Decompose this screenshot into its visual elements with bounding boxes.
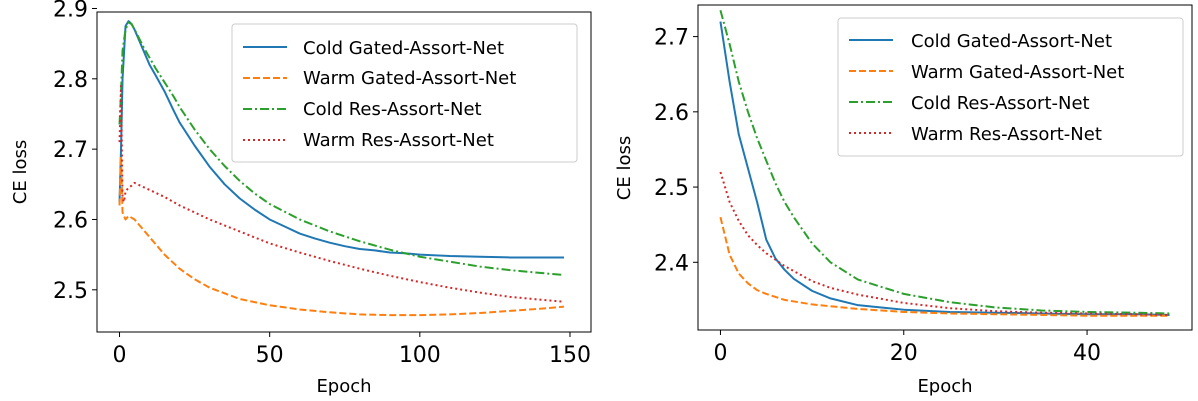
x-tick-label-right-1: 20	[890, 341, 918, 366]
ticks-right: 0 20 40 2.4 2.5 2.6 2.7	[654, 26, 1101, 366]
legend-label-left-3: Warm Res-Assort-Net	[303, 130, 494, 151]
chart-left: 0 50 100 150 2.5 2.6 2.7 2.8 2.9 Epoch CE loss C…	[10, 0, 592, 397]
series-line-right-1	[719, 216, 1170, 317]
legend-label-left-2: Cold Res-Assort-Net	[303, 99, 482, 120]
series-line-left-2	[118, 21, 565, 277]
legend-label-left-1: Warm Gated-Assort-Net	[303, 68, 516, 89]
y-axis-label-left: CE loss	[10, 140, 31, 204]
legend-label-right-2: Cold Res-Assort-Net	[911, 93, 1090, 114]
legend-box-left	[231, 23, 578, 163]
x-axis-label-left: Epoch	[316, 376, 371, 397]
legend-left: Cold Gated-Assort-Net Warm Gated-Assort-…	[231, 23, 578, 163]
y-tick-label-right-0: 2.4	[654, 251, 689, 276]
series-line-left-1	[118, 155, 565, 317]
y-tick-label-left-4: 2.9	[53, 0, 88, 22]
y-tick-label-right-2: 2.6	[654, 101, 689, 126]
legend-label-right-3: Warm Res-Assort-Net	[911, 124, 1102, 145]
legend-label-right-0: Cold Gated-Assort-Net	[911, 31, 1112, 52]
x-tick-label-right-2: 40	[1073, 341, 1101, 366]
y-tick-label-left-3: 2.8	[53, 68, 88, 93]
plot-area-right	[719, 10, 1170, 317]
ticks-left: 0 50 100 150 2.5 2.6 2.7 2.8 2.9	[53, 0, 591, 368]
y-tick-label-left-1: 2.6	[53, 208, 88, 233]
x-axis-label-right: Epoch	[917, 376, 972, 397]
y-tick-label-right-3: 2.7	[654, 26, 689, 51]
y-tick-label-left-2: 2.7	[53, 138, 88, 163]
x-tick-label-left-1: 50	[256, 343, 284, 368]
legend-right: Cold Gated-Assort-Net Warm Gated-Assort-…	[837, 17, 1184, 157]
x-tick-label-left-2: 100	[399, 343, 441, 368]
x-tick-label-left-3: 150	[549, 343, 591, 368]
series-line-left-3	[118, 84, 565, 303]
y-tick-label-left-0: 2.5	[53, 279, 88, 304]
axes-frame-right	[697, 4, 1193, 331]
x-tick-label-right-0: 0	[713, 341, 727, 366]
legend-box-right	[837, 17, 1184, 157]
legend-label-left-0: Cold Gated-Assort-Net	[303, 38, 504, 59]
series-line-right-3	[719, 171, 1170, 316]
legend-label-right-1: Warm Gated-Assort-Net	[911, 62, 1124, 83]
series-line-right-2	[719, 10, 1170, 315]
y-tick-label-right-1: 2.5	[654, 176, 689, 201]
chart-right: 0 20 40 2.4 2.5 2.6 2.7 Epoch CE loss Cold Gat…	[614, 4, 1193, 397]
x-tick-label-left-0: 0	[113, 343, 127, 368]
plot-area-left	[118, 20, 565, 317]
axes-frame-left	[96, 11, 592, 333]
y-axis-label-right: CE loss	[614, 136, 635, 200]
